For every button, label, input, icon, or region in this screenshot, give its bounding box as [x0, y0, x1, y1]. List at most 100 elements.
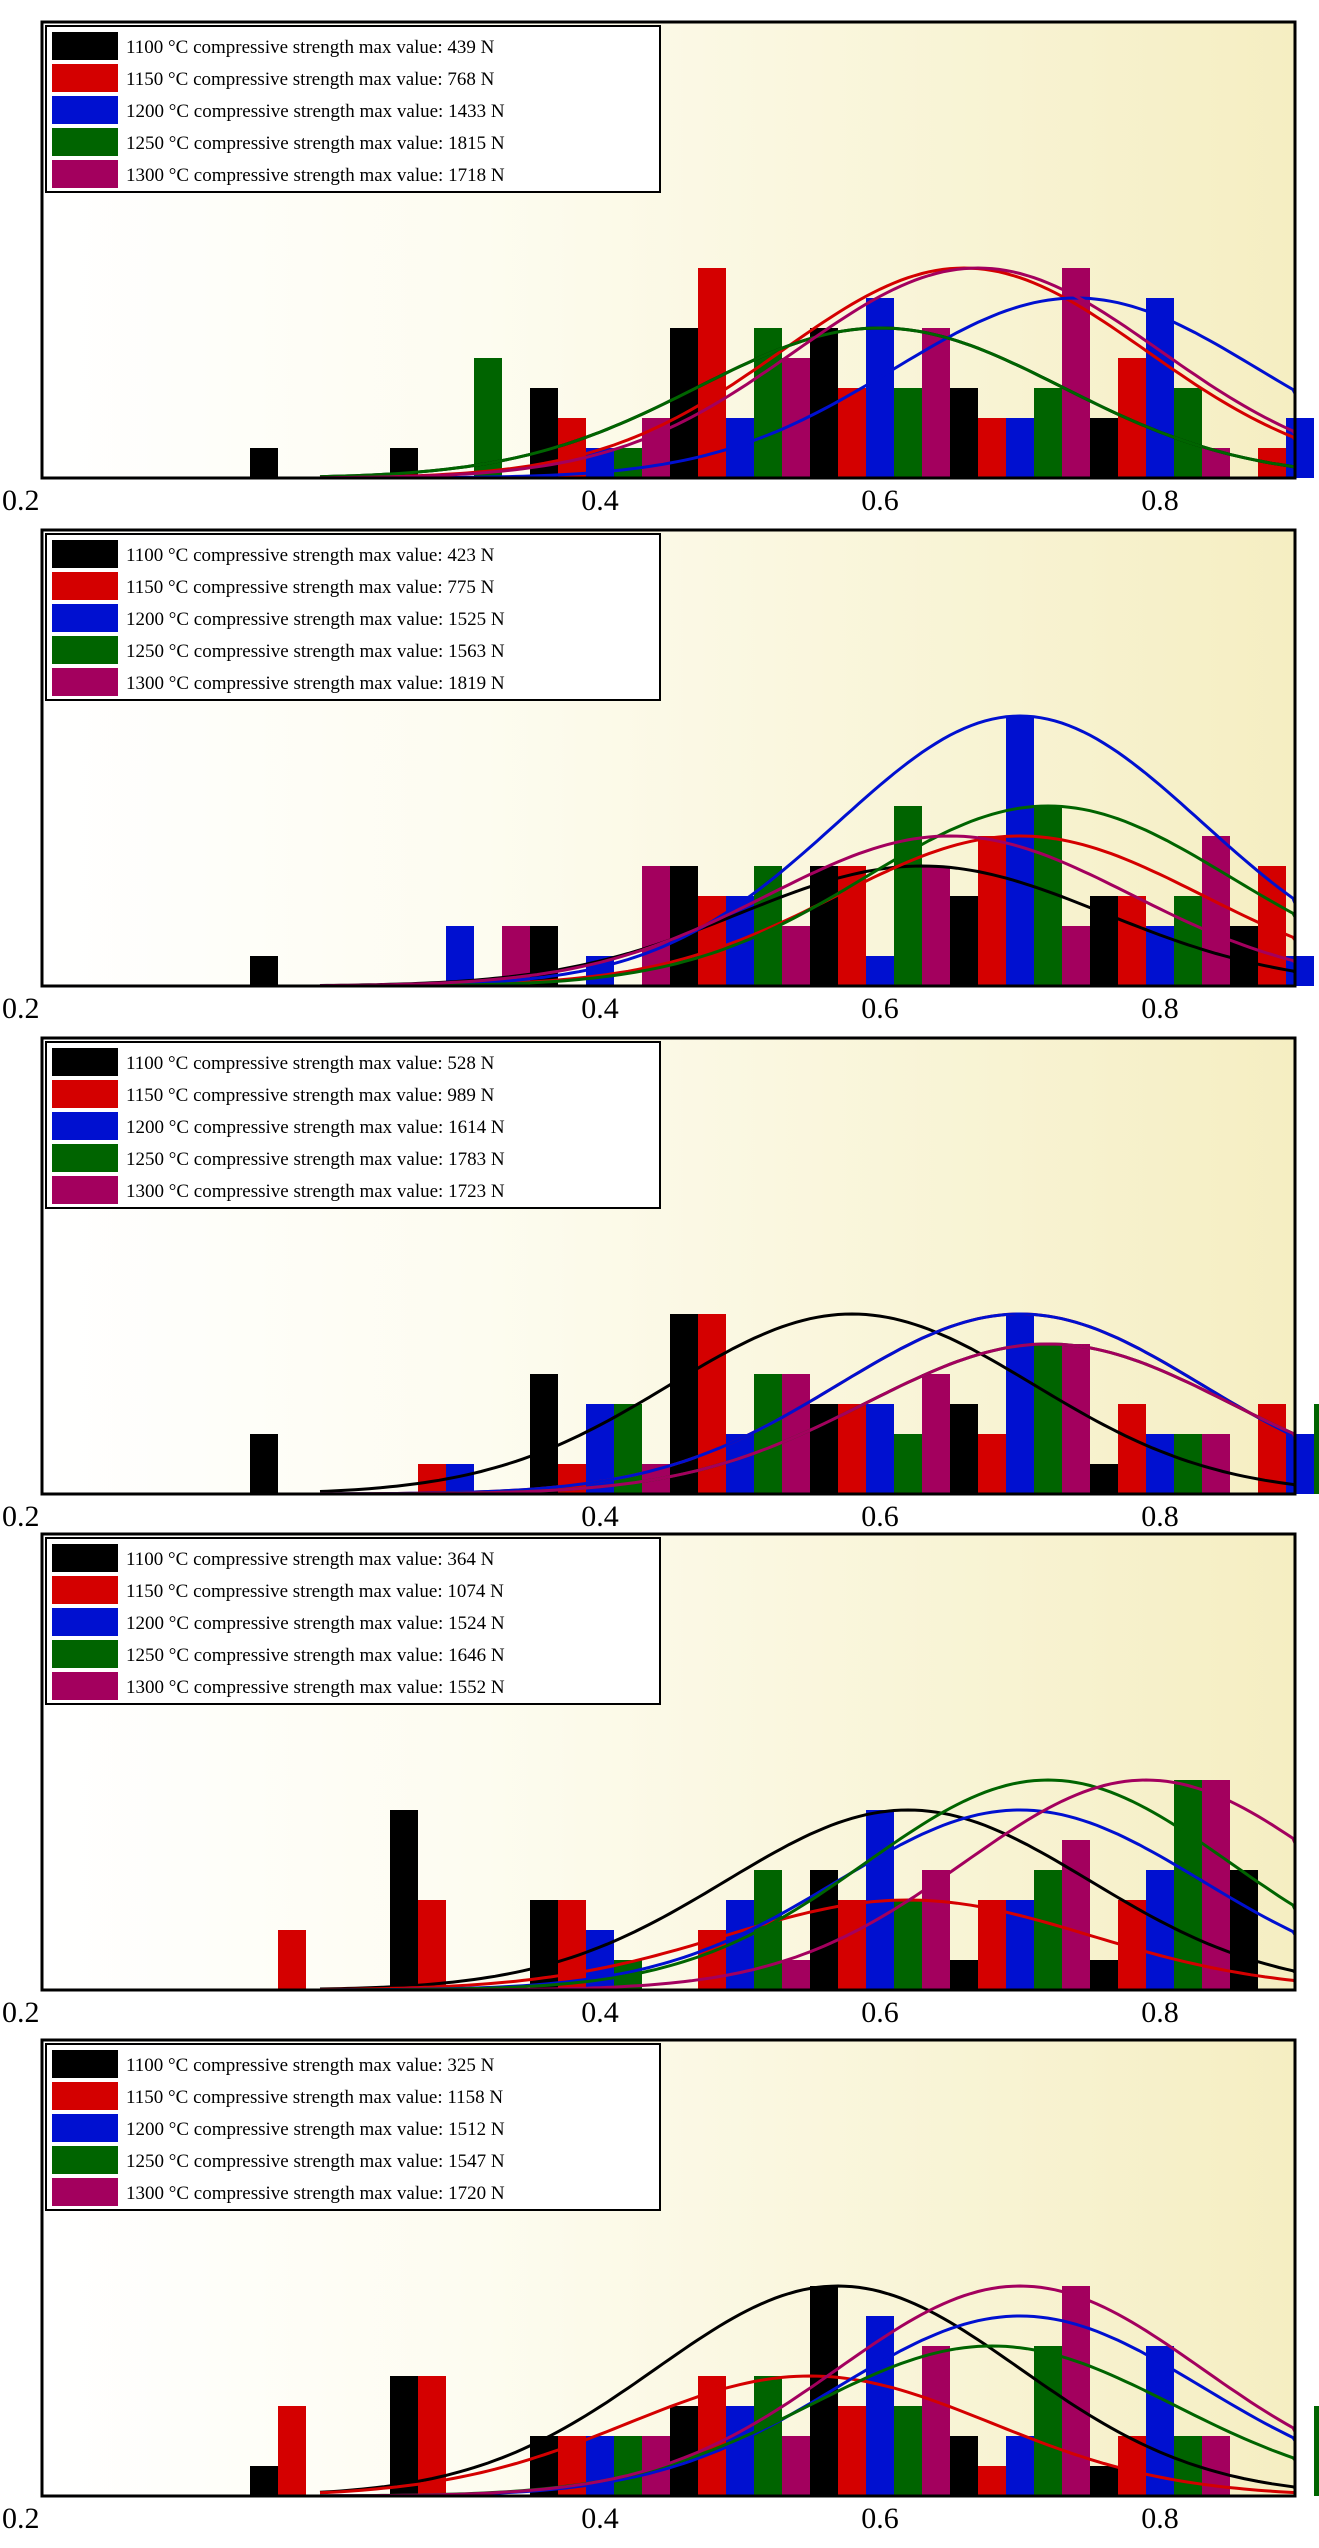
legend-swatch	[52, 160, 118, 188]
legend-swatch	[52, 1672, 118, 1700]
bar	[1230, 926, 1258, 986]
bar	[894, 2406, 922, 2496]
bar	[1146, 298, 1174, 478]
bar	[670, 2406, 698, 2496]
bar	[950, 1404, 978, 1494]
bar	[698, 268, 726, 478]
bar	[950, 2436, 978, 2496]
legend-label: 1300 °C compressive strength max value: …	[126, 165, 505, 186]
bar	[278, 1930, 306, 1990]
bar	[1118, 1404, 1146, 1494]
bar	[754, 2376, 782, 2496]
bar	[278, 2406, 306, 2496]
legend-label: 1250 °C compressive strength max value: …	[126, 2151, 505, 2172]
bar	[1118, 358, 1146, 478]
legend-label: 1250 °C compressive strength max value: …	[126, 641, 505, 662]
bar	[978, 418, 1006, 478]
bar	[446, 926, 474, 986]
legend-box	[45, 1537, 661, 1705]
bar	[250, 2466, 278, 2496]
bar	[978, 836, 1006, 986]
legend-swatch	[52, 1544, 118, 1572]
bar	[782, 2436, 810, 2496]
bar	[1202, 1434, 1230, 1494]
legend-label: 1250 °C compressive strength max value: …	[126, 133, 505, 154]
bar	[614, 1404, 642, 1494]
bar	[922, 2346, 950, 2496]
chart-panel: 1100 °C compressive strength max value: …	[2, 1036, 1319, 1533]
bar	[418, 1900, 446, 1990]
legend-label: 1150 °C compressive strength max value: …	[126, 69, 495, 90]
x-tick-label: 0.6	[861, 2502, 899, 2535]
x-tick-label: 0.2	[2, 2502, 40, 2535]
bar	[1286, 418, 1314, 478]
bar	[1314, 1404, 1319, 1494]
legend-swatch	[52, 1048, 118, 1076]
legend-swatch	[52, 540, 118, 568]
bar	[250, 956, 278, 986]
bar	[894, 1900, 922, 1990]
bar	[838, 2406, 866, 2496]
chart-panel: 1100 °C compressive strength max value: …	[2, 528, 1314, 1025]
bar	[838, 1900, 866, 1990]
bar	[1034, 1344, 1062, 1494]
bar	[1230, 1870, 1258, 1990]
bar	[1174, 1780, 1202, 1990]
bar	[1006, 418, 1034, 478]
legend-label: 1300 °C compressive strength max value: …	[126, 1181, 505, 1202]
bar	[390, 2376, 418, 2496]
bar	[838, 388, 866, 478]
plot-frame	[40, 1532, 1297, 1992]
bar	[1118, 2436, 1146, 2496]
bar	[1090, 418, 1118, 478]
legend-swatch	[52, 1176, 118, 1204]
x-tick-label: 0.8	[1141, 1996, 1179, 2029]
legend-label: 1200 °C compressive strength max value: …	[126, 101, 505, 122]
legend-swatch	[52, 1112, 118, 1140]
bar	[922, 866, 950, 986]
bar	[1146, 2346, 1174, 2496]
x-tick-label: 0.8	[1141, 992, 1179, 1025]
plot-frame	[40, 528, 1297, 988]
bar	[978, 2466, 1006, 2496]
legend-label: 1100 °C compressive strength max value: …	[126, 2055, 495, 2076]
bar	[950, 896, 978, 986]
x-tick-label: 0.4	[581, 992, 619, 1025]
bar	[1034, 1870, 1062, 1990]
legend-swatch	[52, 128, 118, 156]
bar	[250, 1434, 278, 1494]
legend-label: 1100 °C compressive strength max value: …	[126, 1549, 495, 1570]
legend-swatch	[52, 2178, 118, 2206]
legend-label: 1200 °C compressive strength max value: …	[126, 2119, 505, 2140]
legend-swatch	[52, 1144, 118, 1172]
bar	[474, 358, 502, 478]
legend-swatch	[52, 1640, 118, 1668]
bar	[950, 388, 978, 478]
bar	[670, 866, 698, 986]
bar	[670, 1314, 698, 1494]
x-tick-label: 0.6	[861, 484, 899, 517]
bar	[1034, 2346, 1062, 2496]
bar	[614, 448, 642, 478]
x-tick-label: 0.8	[1141, 484, 1179, 517]
legend-box	[45, 2043, 661, 2211]
legend-swatch	[52, 636, 118, 664]
bar	[866, 1404, 894, 1494]
x-tick-label: 0.4	[581, 2502, 619, 2535]
bar	[866, 956, 894, 986]
bar	[1062, 926, 1090, 986]
legend-swatch	[52, 32, 118, 60]
bar	[922, 1374, 950, 1494]
legend-label: 1100 °C compressive strength max value: …	[126, 1053, 495, 1074]
x-tick-label: 0.2	[2, 484, 40, 517]
legend-box	[45, 25, 661, 193]
bar	[250, 448, 278, 478]
bar	[1146, 1870, 1174, 1990]
legend-box	[45, 533, 661, 701]
legend-swatch	[52, 64, 118, 92]
legend-label: 1100 °C compressive strength max value: …	[126, 545, 495, 566]
bar	[1090, 2466, 1118, 2496]
x-tick-label: 0.8	[1141, 2502, 1179, 2535]
bar	[390, 1810, 418, 1990]
